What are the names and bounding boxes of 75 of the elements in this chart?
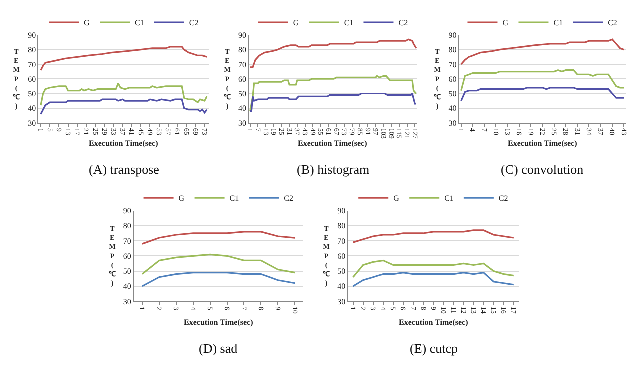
y-tick-label: 40 (238, 104, 246, 114)
y-tick-label: 90 (123, 206, 132, 216)
x-axis-title: Execution Time(sec) (508, 139, 578, 148)
legend-label: C2 (284, 194, 294, 204)
y-tick-label: 80 (338, 222, 346, 231)
y-tick-label: 80 (123, 222, 132, 231)
y-tick-label: 50 (28, 90, 36, 99)
y-tick-label: 30 (448, 118, 457, 128)
legend-label: G (502, 18, 509, 28)
y-tick-label: 40 (448, 104, 457, 114)
y-tick-label: 60 (123, 252, 132, 261)
line-series (142, 254, 296, 276)
y-tick-label: 60 (28, 74, 36, 84)
legend-label: G (394, 194, 400, 204)
y-tick-label: 70 (338, 236, 346, 246)
x-axis-title: Execution Time(sec) (298, 139, 368, 148)
y-tick-label: 50 (338, 267, 346, 276)
y-tick-label: 40 (28, 104, 36, 114)
legend-label: G (84, 18, 90, 28)
y-tick-label: 30 (238, 118, 246, 128)
legend-label: C2 (189, 18, 199, 28)
y-tick-label: 50 (448, 90, 457, 99)
y-tick-label: 70 (238, 60, 246, 70)
line-series (40, 46, 208, 72)
legend-label: C1 (135, 18, 144, 28)
y-tick-label: 70 (448, 60, 457, 70)
y-tick-label: 30 (338, 297, 346, 306)
legend-label: G (178, 194, 185, 204)
line-series (250, 92, 418, 112)
y-tick-label: 70 (28, 60, 36, 70)
y-tick-label: 90 (338, 206, 346, 216)
line-series (40, 82, 208, 106)
y-tick-label: 70 (123, 236, 132, 246)
line-series (460, 38, 625, 66)
legend-label: C1 (344, 18, 354, 28)
legend-label: C1 (554, 18, 564, 28)
y-tick-label: 80 (448, 46, 457, 55)
legend-label: C1 (230, 194, 240, 204)
line-series (250, 38, 418, 68)
line-series (352, 260, 515, 278)
y-tick-label: 30 (123, 297, 132, 306)
legend-label: C1 (444, 194, 454, 204)
text: (C) convolution (501, 162, 584, 177)
line-series (352, 230, 515, 244)
y-tick-label: 90 (28, 31, 36, 40)
y-tick-label: 50 (123, 267, 132, 276)
y-tick-label: 40 (338, 282, 346, 292)
legend-label: C2 (608, 18, 618, 28)
y-tick-label: 60 (448, 74, 457, 84)
x-axis-title: Execution Time(sec) (184, 318, 254, 327)
text: (E) cutcp (410, 341, 458, 356)
legend-label: C2 (498, 194, 508, 204)
text: (D) sad (199, 341, 238, 356)
line-series (460, 70, 625, 92)
y-tick-label: 80 (28, 46, 36, 55)
text: (B) histogram (297, 162, 370, 177)
y-tick-label: 80 (238, 46, 246, 55)
y-tick-label: 60 (338, 252, 346, 261)
y-tick-label: 30 (28, 118, 36, 128)
y-tick-label: 50 (238, 90, 246, 99)
line-series (352, 272, 515, 288)
y-tick-label: 90 (238, 31, 246, 40)
line-series (40, 98, 208, 116)
line-series (460, 87, 625, 102)
legend-label: C2 (398, 18, 408, 28)
text: (A) transpose (89, 162, 160, 177)
legend-label: G (293, 18, 300, 28)
y-tick-label: 90 (448, 31, 457, 40)
line-series (142, 272, 296, 288)
line-series (142, 231, 296, 245)
line-series (250, 75, 418, 112)
y-tick-label: 40 (123, 282, 132, 292)
x-axis-title: Execution Time(sec) (89, 139, 159, 148)
x-axis-title: Execution Time(sec) (399, 318, 469, 327)
y-tick-label: 60 (238, 74, 246, 84)
